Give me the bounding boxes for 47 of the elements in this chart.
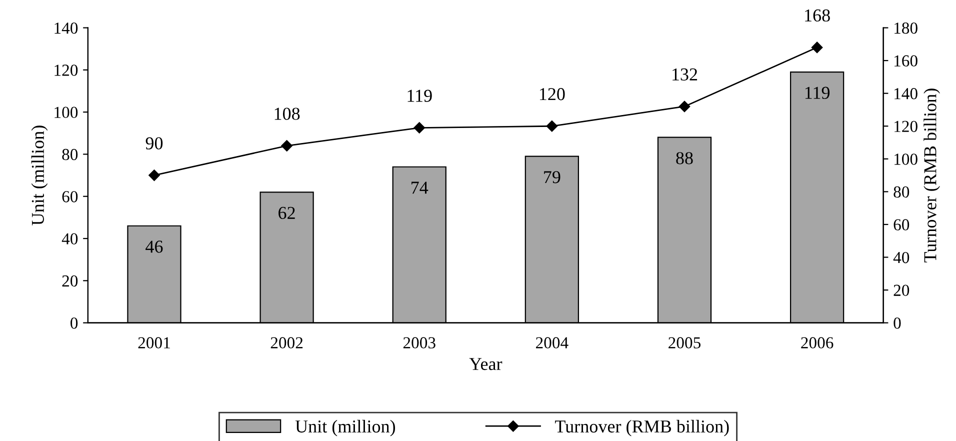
data-label: 119	[805, 86, 830, 99]
data-label: 168	[805, 9, 830, 22]
y2-tick-label: 180	[894, 22, 918, 34]
legend-label: Unit (million)	[295, 420, 396, 436]
y-tick-label: 40	[62, 233, 78, 244]
y2-tick-label: 40	[893, 252, 910, 264]
y2-tick-label: 160	[894, 55, 918, 67]
y2-tick-label: 0	[894, 318, 901, 329]
data-label: 108	[274, 108, 300, 120]
y2-tick-label: 20	[894, 284, 910, 296]
data-label: 74	[412, 182, 428, 194]
y-tick-label: 0	[70, 318, 78, 329]
point	[811, 42, 823, 54]
data-label: 119	[408, 90, 432, 102]
y-axis-title: Unit (million)	[31, 126, 48, 226]
data-label: 120	[540, 88, 565, 100]
y2-axis-title: Turnover (RMB billion)	[924, 88, 940, 262]
data-label: 62	[278, 206, 295, 220]
data-label: 46	[146, 240, 163, 253]
x-tick-label: 2002	[270, 337, 303, 348]
y-tick-label: 80	[62, 148, 78, 160]
point	[281, 140, 292, 152]
y2-tick-label: 120	[894, 120, 918, 132]
x-tick-label: 2003	[403, 337, 436, 348]
y-tick-label: 100	[54, 106, 78, 118]
point	[148, 170, 160, 181]
y2-tick-label: 140	[894, 88, 918, 100]
data-label: 132	[672, 68, 698, 81]
data-label: 90	[146, 137, 163, 150]
y2-tick-label: 60	[894, 219, 910, 230]
legend-label: Turnover (RMB billion)	[555, 420, 729, 436]
data-label: 88	[676, 152, 693, 164]
point	[546, 120, 558, 132]
data-label: 79	[544, 171, 560, 184]
point	[414, 122, 425, 134]
y-tick-label: 60	[62, 191, 78, 202]
y2-tick-label: 80	[894, 186, 910, 198]
x-axis-title: Year	[469, 358, 502, 370]
x-tick-label: 2001	[138, 337, 170, 348]
x-tick-label: 2006	[801, 337, 834, 348]
y-tick-label: 20	[62, 275, 78, 287]
y2-tick-label: 100	[894, 154, 918, 165]
point	[678, 100, 690, 112]
y-tick-label: 140	[54, 22, 78, 34]
y-tick-label: 120	[54, 64, 78, 76]
x-tick-label: 2004	[536, 337, 568, 348]
x-tick-label: 2005	[668, 337, 701, 348]
